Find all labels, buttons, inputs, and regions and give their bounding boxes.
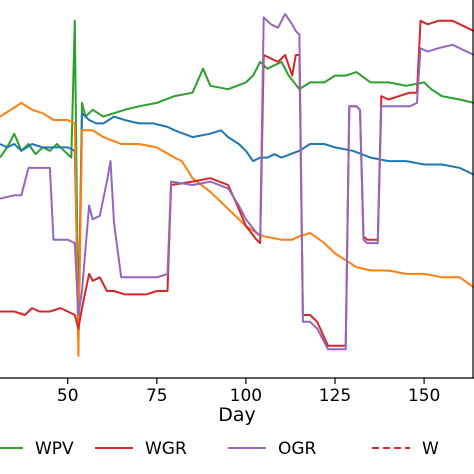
legend-item-w: W bbox=[372, 439, 439, 459]
x-tick-label: 150 bbox=[408, 386, 440, 406]
legend-label: W bbox=[422, 439, 439, 459]
series-line-3 bbox=[0, 101, 474, 357]
x-tick-label: 100 bbox=[230, 386, 262, 406]
series-line-4 bbox=[0, 19, 474, 347]
legend: WPV WGR OGR W bbox=[0, 439, 439, 459]
legend-label: WPV bbox=[35, 439, 74, 459]
legend-item-wpv: WPV bbox=[0, 439, 74, 459]
legend-label: WGR bbox=[145, 439, 187, 459]
x-tick-label: 125 bbox=[319, 386, 351, 406]
x-tick-label: 50 bbox=[57, 386, 79, 406]
legend-item-wgr: WGR bbox=[95, 439, 187, 459]
series-line-5 bbox=[0, 13, 474, 351]
axes: 50 75 100 125 150 Day bbox=[0, 0, 474, 426]
x-axis-label: Day bbox=[218, 404, 256, 426]
legend-label: OGR bbox=[278, 439, 317, 459]
legend-item-ogr: OGR bbox=[228, 439, 317, 459]
series-line-2 bbox=[0, 112, 474, 330]
series-line-1 bbox=[0, 19, 474, 340]
x-tick-label: 75 bbox=[146, 386, 168, 406]
plot-area bbox=[0, 13, 474, 357]
